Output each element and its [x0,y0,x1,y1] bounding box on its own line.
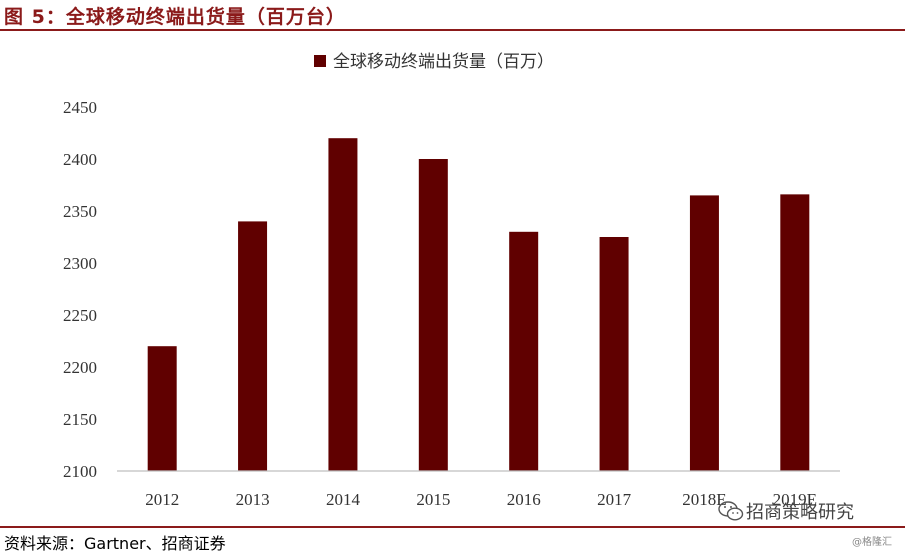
y-tick-label: 2350 [63,202,97,221]
bar [147,346,177,471]
y-tick-label: 2150 [63,410,97,429]
y-tick-label: 2200 [63,358,97,377]
x-tick-label: 2012 [145,490,179,509]
bar [509,231,539,471]
bar [418,159,448,471]
x-tick-label: 2019E [773,490,817,509]
bottom-rule [0,526,905,528]
legend-label: 全球移动终端出货量（百万） [333,52,554,72]
y-tick-label: 2450 [63,98,97,117]
y-tick-label: 2400 [63,150,97,169]
x-tick-label: 2015 [416,490,450,509]
bar [689,195,719,471]
legend-swatch [314,55,326,67]
x-tick-label: 2014 [326,490,361,509]
x-tick-label: 2013 [236,490,270,509]
top-rule [0,29,905,31]
bar [238,221,268,471]
y-tick-label: 2300 [63,254,97,273]
bar [599,237,629,471]
bar [780,194,810,472]
x-tick-label: 2018E [682,490,726,509]
x-tick-label: 2016 [507,490,541,509]
wechat-icon [718,501,744,521]
credit-label: @格隆汇 [852,537,892,548]
figure-title: 图 5：全球移动终端出货量（百万台） [4,6,346,28]
x-tick-label: 2017 [597,490,632,509]
bar [328,138,358,471]
watermark: 招商策略研究 [746,502,854,523]
bar-chart: 全球移动终端出货量（百万） 2100 2150 2200 2250 2300 2350 240… [63,52,840,509]
source-note: 资料来源：Gartner、招商证券 [4,534,226,553]
y-tick-label: 2100 [63,462,97,481]
y-tick-label: 2250 [63,306,97,325]
